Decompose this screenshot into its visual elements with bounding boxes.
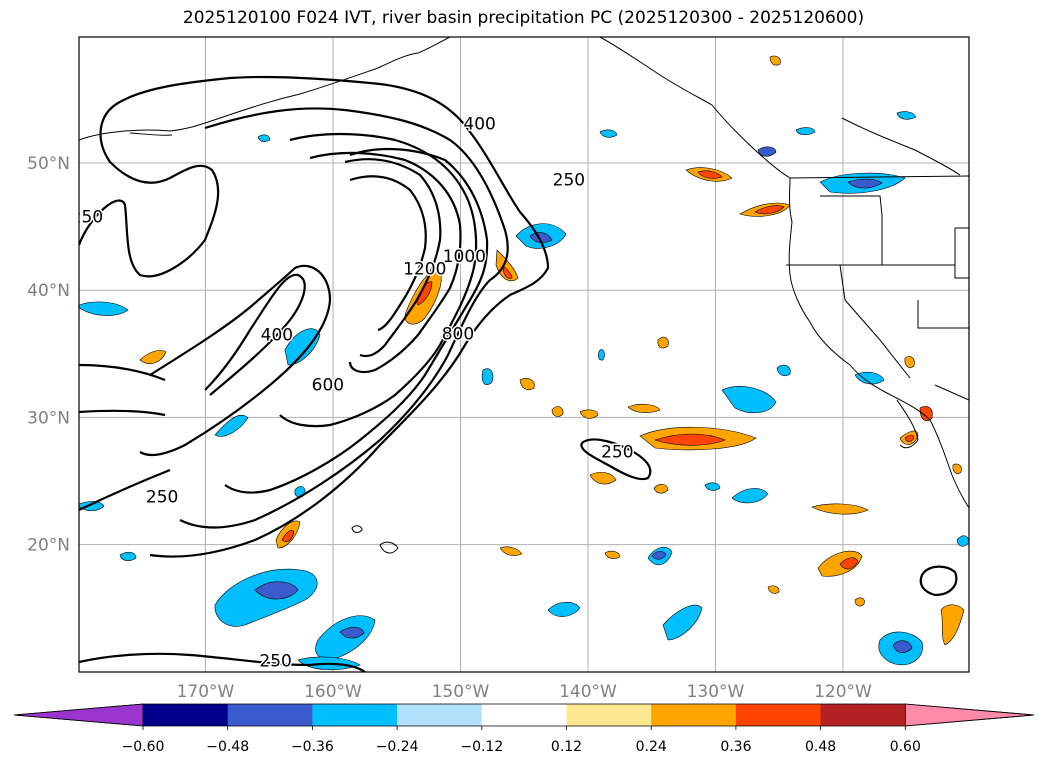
lat-label: 20°N <box>27 536 70 556</box>
lon-label: 170°W <box>177 682 235 702</box>
lon-label: 160°W <box>304 682 362 702</box>
colorbar-tick-label: 0.24 <box>636 739 667 755</box>
contour-label: 250 <box>601 443 633 463</box>
ivt-contour-250-south <box>79 652 366 672</box>
contour-label: 600 <box>312 375 344 395</box>
contour-label: 1200 <box>403 260 446 280</box>
colorbar-tick-label: −0.12 <box>460 739 503 755</box>
ivt-contour-250-ring <box>580 438 652 481</box>
colorbar-swatch <box>735 704 822 726</box>
contour-label: 250 <box>71 207 103 227</box>
lat-label: 30°N <box>27 408 70 428</box>
map-frame <box>78 36 970 673</box>
colorbar-swatch <box>227 704 313 726</box>
contour-label: 1000 <box>443 247 486 267</box>
colorbar-tick-label: 0.36 <box>720 739 751 755</box>
colorbar-swatch <box>566 704 652 726</box>
colorbar-swatch <box>820 704 906 726</box>
colorbar-tick-label: 0.12 <box>551 739 582 755</box>
ivt-contour-250-outer <box>79 75 550 558</box>
ivt-contour-800 <box>279 132 478 428</box>
contour-label: 250 <box>146 487 178 507</box>
lon-label: 130°W <box>687 682 745 702</box>
colorbar-swatch <box>481 704 567 726</box>
lat-label: 50°N <box>27 154 70 174</box>
contour-label: 400 <box>463 115 495 135</box>
colorbar-swatch <box>397 704 483 726</box>
contour-label: 250 <box>259 651 291 671</box>
ivt-contour-1200 <box>344 158 442 358</box>
colorbar-swatch <box>143 704 229 726</box>
colorbar: −0.60 −0.48 −0.36 −0.24 −0.12 0.12 0.24 0.36 0.4… <box>13 703 1035 755</box>
colorbar-tick-label: −0.48 <box>206 739 249 755</box>
precip-orange-areas <box>139 55 965 646</box>
colorbar-tick-label: −0.24 <box>376 739 419 755</box>
colorbar-tick-label: −0.36 <box>291 739 334 755</box>
colorbar-extend-low <box>13 703 144 727</box>
coastlines <box>79 37 969 554</box>
ivt-contour-250-sw <box>79 468 171 511</box>
ivt-contour-250-west <box>79 363 166 417</box>
ivt-contours <box>79 75 958 672</box>
colorbar-tick-label: 0.60 <box>890 739 921 755</box>
colorbar-tick-label: 0.48 <box>805 739 836 755</box>
axis-labels: 50°N 40°N 30°N 20°N 170°W 160°W 150°W 140°W 130°… <box>27 154 872 702</box>
lon-label: 140°W <box>559 682 617 702</box>
ivt-contour-600 <box>204 147 489 494</box>
lat-label: 40°N <box>27 281 70 301</box>
colorbar-tick-label: −0.60 <box>122 739 165 755</box>
contour-label: 400 <box>261 326 293 346</box>
ivt-contour-1200-inner <box>349 175 427 332</box>
gridlines <box>79 37 969 672</box>
ivt-contour-400-main <box>179 107 509 529</box>
map-title: 2025120100 F024 IVT, river basin precipi… <box>182 8 865 28</box>
colorbar-swatch <box>312 704 398 726</box>
contour-label: 250 <box>553 171 585 191</box>
ivt-contour-250-east-ring <box>919 565 958 597</box>
colorbar-swatch <box>651 704 737 726</box>
precip-blue-areas <box>79 111 969 671</box>
ivt-contour-400-outer <box>139 264 332 457</box>
lon-label: 120°W <box>814 682 872 702</box>
lon-label: 150°W <box>432 682 490 702</box>
contour-label: 800 <box>442 324 474 344</box>
ivt-contour-1000 <box>309 151 462 374</box>
colorbar-extend-high <box>904 703 1035 727</box>
